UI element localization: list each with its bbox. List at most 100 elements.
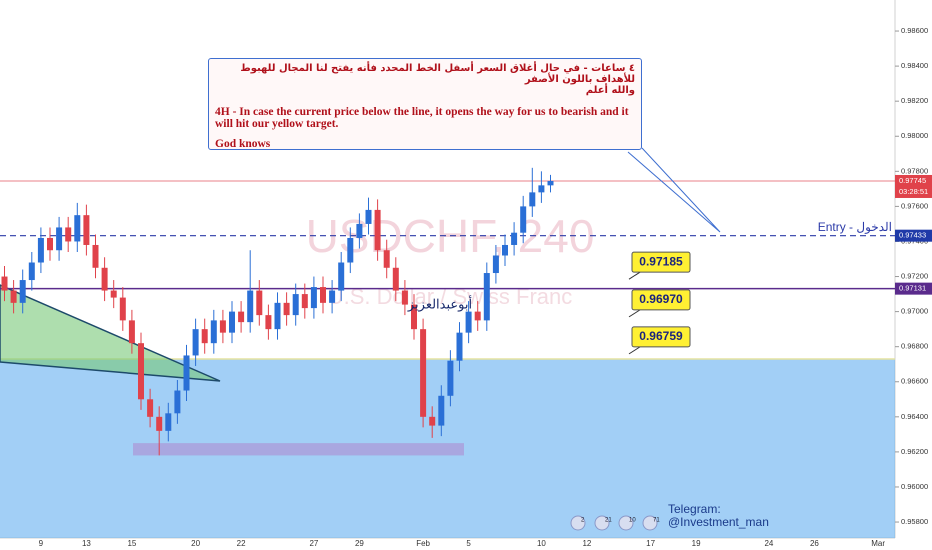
y-tick-label: 0.96800: [901, 342, 928, 351]
x-tick-label: 12: [582, 539, 591, 548]
target-box: [631, 326, 691, 348]
candle-body: [210, 320, 217, 344]
countdown-tag-bg: [895, 185, 932, 198]
annotation-box: ٤ ساعات - في حال أغلاق السعر أسفل الخط ا…: [208, 58, 642, 150]
candle-body: [483, 273, 490, 321]
y-tick-label: 0.98200: [901, 96, 928, 105]
candle-body: [37, 237, 44, 263]
badge-count: 2: [581, 518, 585, 524]
badge: [594, 515, 610, 531]
target-pointer: [628, 309, 641, 318]
x-tick-label: 10: [537, 539, 546, 548]
candle-body: [456, 332, 463, 361]
candle-body: [174, 390, 181, 414]
candle-body: [529, 192, 536, 207]
candle-body: [301, 294, 308, 309]
candle-body: [256, 290, 263, 316]
candle-body: [83, 215, 90, 245]
price-axis-bg: [895, 0, 932, 550]
candle-body: [347, 237, 354, 263]
candle-body: [465, 311, 472, 333]
x-tick-label: 15: [127, 539, 136, 548]
x-tick-label: 9: [39, 539, 44, 548]
annotation-arabic: ٤ ساعات - في حال أغلاق السعر أسفل الخط ا…: [240, 63, 635, 85]
target-pointer: [628, 271, 641, 280]
y-tick-label: 0.97600: [901, 201, 928, 210]
candle-body: [492, 255, 499, 274]
candle-body: [119, 297, 126, 321]
candle-body: [356, 223, 363, 238]
badge: [618, 515, 634, 531]
x-tick-label: 27: [309, 539, 318, 548]
annotation-arabic-end: والله أعلم: [585, 85, 635, 96]
support-tag-bg: [895, 282, 932, 295]
candle-body: [401, 290, 408, 305]
x-tick-label: 22: [237, 539, 246, 548]
candle-body: [511, 232, 518, 245]
x-tick-label: 26: [810, 539, 819, 548]
candle-body: [138, 343, 144, 400]
candle-body: [165, 413, 172, 431]
target-pointer: [628, 346, 641, 355]
candle-body: [329, 290, 336, 303]
annotation-closing: God knows: [215, 138, 271, 150]
x-tick-label: 29: [355, 539, 364, 548]
candle-body: [92, 244, 99, 268]
x-tick-label: 17: [646, 539, 655, 548]
x-tick-label: Mar: [871, 539, 885, 548]
candle-body: [502, 244, 508, 256]
countdown-tag: 03:28:51: [899, 187, 928, 196]
y-tick-label: 0.98400: [901, 61, 928, 70]
candle-body: [238, 311, 245, 323]
price-tag: 0.97745: [899, 176, 926, 185]
badge-count: 10: [629, 518, 636, 524]
target-label: 0.96759: [639, 329, 683, 343]
candle-body: [183, 355, 190, 391]
candle-body: [10, 290, 17, 303]
candle-body: [374, 209, 381, 251]
telegram-handle: @Investment_man: [668, 515, 769, 529]
y-tick-label: 0.98600: [901, 26, 928, 35]
badge-count: 71: [653, 518, 660, 524]
y-tick-label: 0.97800: [901, 166, 928, 175]
candle-body: [447, 360, 454, 396]
target-label: 0.96970: [639, 292, 683, 306]
candle-body: [19, 280, 26, 303]
candle-body: [74, 215, 81, 242]
demand-box: [133, 443, 464, 456]
x-tick-label: 20: [191, 539, 200, 548]
candle-body: [292, 294, 299, 316]
target-box: [631, 289, 691, 311]
x-tick-label: 24: [764, 539, 773, 548]
badge: [570, 515, 586, 531]
candle-body: [192, 329, 199, 356]
y-tick-label: 0.97200: [901, 272, 928, 281]
target-box: [631, 251, 691, 273]
y-tick-label: 0.96600: [901, 377, 928, 386]
x-tick-label: Feb: [416, 539, 430, 548]
annotation-english: 4H - In case the current price below the…: [215, 106, 629, 130]
wedge: [0, 284, 221, 382]
candle-body: [383, 250, 390, 268]
target-label: 0.97185: [639, 254, 683, 268]
y-tick-label: 0.96400: [901, 412, 928, 421]
x-tick-label: 5: [466, 539, 471, 548]
candle-body: [411, 304, 417, 330]
y-tick-label: 0.98000: [901, 131, 928, 140]
candle-body: [438, 395, 445, 426]
candle-body: [147, 399, 154, 417]
candle-body: [429, 416, 436, 426]
candle-body: [320, 287, 326, 303]
candle-body: [128, 320, 135, 344]
author: أبوعبدالعزيز: [407, 295, 472, 312]
y-tick-label: 0.96000: [901, 482, 928, 491]
entry-tag: 0.97433: [899, 231, 926, 240]
candle-body: [338, 262, 345, 291]
candle-body: [538, 185, 545, 193]
candle-body: [219, 320, 226, 333]
telegram: Telegram:: [668, 502, 721, 516]
candle-body: [101, 267, 108, 291]
candle-body: [365, 209, 372, 224]
x-tick-label: 13: [82, 539, 91, 548]
